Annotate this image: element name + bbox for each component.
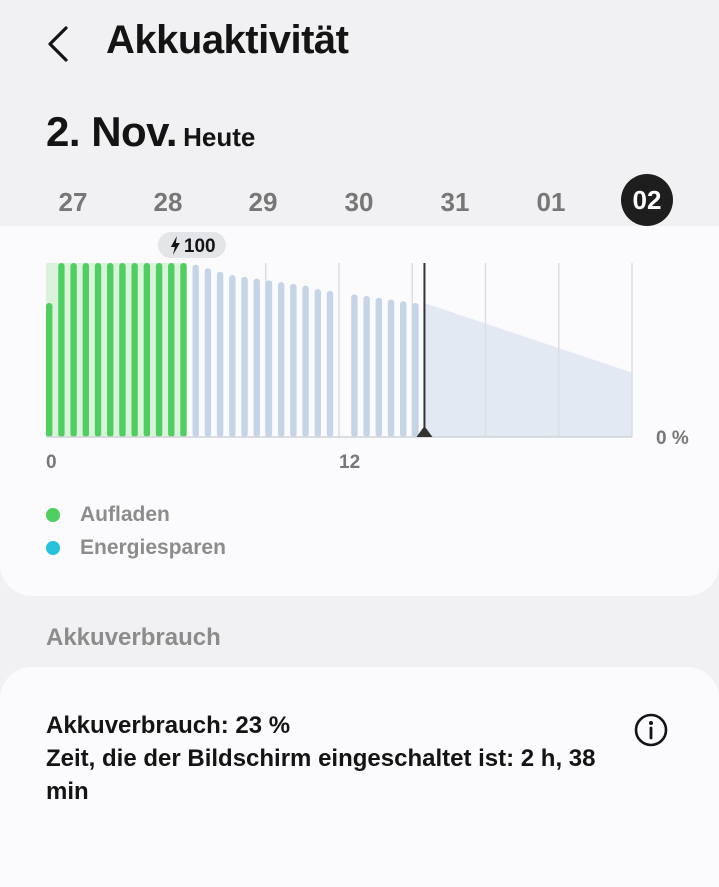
section-title: Akkuverbrauch (46, 624, 221, 651)
chart-legend: Aufladen Energiesparen (46, 498, 226, 564)
battery-bar (375, 297, 383, 437)
date-sub-label: Heute (183, 122, 256, 152)
battery-bar (94, 263, 102, 437)
battery-bar (363, 296, 370, 437)
header: Akkuaktivität (0, 0, 719, 90)
legend-dot-charging (46, 507, 60, 522)
day-02[interactable]: 02 (621, 174, 673, 226)
info-icon (634, 713, 668, 747)
date-heading: 2. Nov. Heute (46, 108, 255, 156)
legend-label: Aufladen (80, 502, 170, 526)
battery-bar (326, 290, 334, 437)
battery-bar (131, 263, 138, 437)
legend-item-charging: Aufladen (46, 498, 226, 531)
battery-bar (241, 276, 248, 437)
chevron-left-icon (48, 26, 68, 62)
back-button[interactable] (40, 22, 80, 66)
battery-bar (265, 280, 273, 437)
legend-dot-energy-saving (46, 540, 60, 555)
battery-bar (253, 278, 260, 437)
battery-bar (107, 263, 114, 437)
battery-bar (302, 285, 309, 437)
battery-bar (70, 263, 77, 437)
battery-bar (168, 263, 175, 437)
battery-bar (400, 301, 407, 437)
battery-bar (314, 289, 321, 437)
info-button[interactable] (634, 713, 668, 747)
legend-item-energy-saving: Energiesparen (46, 531, 226, 564)
date-label: 2. Nov. (46, 108, 178, 155)
battery-bar (277, 282, 285, 437)
battery-bar (290, 283, 297, 437)
x-tick-label: 0 (46, 452, 57, 473)
screen-time-value: Zeit, die der Bildschirm eingeschaltet i… (46, 745, 596, 805)
charging-background (46, 263, 187, 437)
legend-label: Energiesparen (80, 535, 226, 559)
battery-bar (351, 294, 358, 437)
battery-chart: 100 0 12 0 % (46, 232, 689, 473)
battery-bar (155, 263, 163, 437)
battery-bar (143, 263, 151, 437)
day-29[interactable]: 29 (248, 187, 278, 217)
lightning-icon (170, 236, 180, 255)
x-tick-label: 12 (339, 452, 360, 473)
y-tick-label: 0 % (656, 428, 689, 449)
battery-bar (229, 275, 236, 437)
page-title: Akkuaktivität (106, 18, 349, 62)
battery-usage-value: Akkuverbrauch: 23 % (46, 712, 291, 739)
now-marker-triangle (416, 426, 433, 437)
battery-bar (180, 263, 187, 437)
day-selector: 27 28 29 30 31 01 02 (0, 172, 719, 226)
usage-text: Akkuverbrauch: 23 % Zeit, die der Bildsc… (46, 709, 636, 808)
day-01[interactable]: 01 (536, 187, 566, 217)
battery-usage-card: Akkuverbrauch: 23 % Zeit, die der Bildsc… (0, 667, 719, 887)
day-27[interactable]: 27 (58, 187, 88, 217)
battery-bar (216, 271, 224, 437)
battery-bar (82, 263, 90, 437)
battery-bar (46, 303, 53, 437)
projection-area (424, 303, 632, 437)
battery-bar (204, 268, 212, 437)
battery-bar (387, 299, 395, 437)
battery-chart-card: 100 0 12 0 % Aufladen Energiesparen (0, 226, 719, 596)
battery-bar (192, 264, 199, 437)
battery-bar (58, 263, 65, 437)
day-28[interactable]: 28 (153, 187, 183, 217)
charge-badge-label: 100 (184, 236, 216, 257)
battery-bar (119, 263, 126, 437)
day-31[interactable]: 31 (440, 187, 470, 217)
battery-bar (412, 303, 419, 437)
day-30[interactable]: 30 (344, 187, 374, 217)
